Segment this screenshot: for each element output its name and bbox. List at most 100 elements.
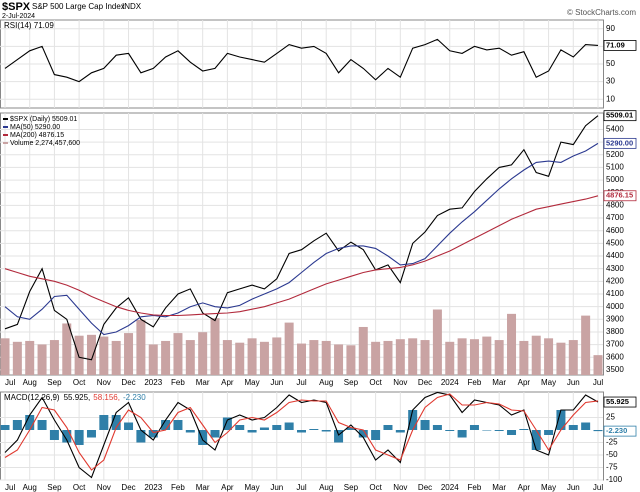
histogram-bar bbox=[321, 430, 331, 432]
histogram-bar bbox=[74, 430, 84, 445]
volume-bar bbox=[37, 344, 47, 375]
histogram-bar bbox=[494, 430, 504, 431]
histogram-bar bbox=[99, 415, 109, 430]
x-tick-label: May bbox=[541, 378, 556, 387]
histogram-bar bbox=[136, 430, 146, 443]
x-tick-label: Sep bbox=[47, 378, 62, 387]
volume-bar bbox=[198, 332, 208, 375]
x-tick-label: Mar bbox=[196, 378, 210, 387]
y-tick-label: 4500 bbox=[606, 238, 624, 247]
index-name: S&P 500 Large Cap Index bbox=[32, 2, 125, 11]
series-line bbox=[4, 115, 599, 361]
x-tick-label: Sep bbox=[344, 483, 359, 492]
volume-bar bbox=[259, 341, 269, 375]
x-tick-label: Aug bbox=[319, 483, 333, 492]
y-tick-label: 5100 bbox=[606, 163, 624, 172]
legend-entry: Volume 2,274,457,600 bbox=[10, 140, 80, 147]
y-tick-label: 10 bbox=[606, 94, 615, 103]
y-tick-label: 5400 bbox=[606, 125, 624, 134]
x-tick-label: Feb bbox=[468, 378, 482, 387]
x-tick-label: Dec bbox=[418, 378, 432, 387]
histogram-bar bbox=[297, 430, 306, 433]
histogram-bar bbox=[482, 430, 492, 431]
last-value-box bbox=[603, 40, 637, 51]
volume-bar bbox=[432, 309, 442, 375]
last-value-label: 55.925 bbox=[606, 397, 629, 406]
last-value-box bbox=[603, 110, 637, 122]
x-tick-label: Apr bbox=[518, 378, 531, 387]
histogram-bar bbox=[568, 425, 578, 430]
x-tick-label: Aug bbox=[23, 378, 37, 387]
volume-bar bbox=[544, 338, 554, 375]
x-tick-label: Jul bbox=[593, 483, 603, 492]
x-tick-label: Jul bbox=[5, 378, 15, 387]
histogram-bar bbox=[358, 430, 368, 438]
x-tick-label: Nov bbox=[393, 483, 407, 492]
histogram-bar bbox=[49, 430, 59, 440]
x-tick-label: Mar bbox=[492, 483, 506, 492]
histogram-bar bbox=[309, 429, 319, 430]
histogram-bar bbox=[247, 430, 257, 433]
x-tick-label: Jun bbox=[270, 483, 283, 492]
histogram-bar bbox=[556, 410, 566, 430]
x-tick-label: Jun bbox=[567, 483, 580, 492]
y-tick-label: -75 bbox=[606, 463, 618, 472]
volume-bar bbox=[74, 335, 84, 375]
credit: © StockCharts.com bbox=[567, 8, 636, 17]
x-tick-label: 2024 bbox=[441, 483, 459, 492]
y-tick-label: 3600 bbox=[606, 352, 624, 361]
x-tick-label: 2024 bbox=[441, 378, 459, 387]
volume-bar bbox=[297, 343, 306, 375]
volume-bar bbox=[556, 342, 566, 375]
x-tick-label: May bbox=[245, 378, 260, 387]
y-tick-label: 50 bbox=[606, 59, 615, 68]
volume-bar bbox=[86, 334, 96, 375]
histogram-bar bbox=[420, 420, 430, 430]
histogram-bar bbox=[408, 410, 418, 430]
legend-entry: 58.156, bbox=[93, 393, 120, 402]
x-tick-label: Feb bbox=[171, 483, 185, 492]
histogram-bar bbox=[210, 430, 220, 438]
volume-bar bbox=[420, 340, 430, 375]
volume-bar bbox=[371, 341, 381, 375]
y-tick-label: 90 bbox=[606, 24, 615, 33]
series-line bbox=[4, 142, 599, 336]
histogram-bar bbox=[531, 430, 541, 450]
volume-bar bbox=[531, 335, 541, 375]
x-tick-label: Jun bbox=[567, 378, 580, 387]
y-tick-label: 4100 bbox=[606, 289, 624, 298]
histogram-bar bbox=[272, 425, 282, 430]
x-tick-label: Mar bbox=[196, 483, 210, 492]
x-tick-label: Nov bbox=[97, 483, 111, 492]
x-tick-label: Oct bbox=[369, 378, 382, 387]
histogram-bar bbox=[235, 425, 245, 430]
last-value-label: 5509.01 bbox=[606, 111, 633, 120]
volume-bar bbox=[148, 344, 158, 375]
legend-entry: $SPX (Daily) 5509.01 bbox=[10, 116, 77, 123]
histogram-bar bbox=[457, 430, 467, 438]
volume-bar bbox=[568, 340, 578, 375]
histogram-bar bbox=[581, 422, 591, 430]
x-tick-label: Nov bbox=[97, 378, 111, 387]
histogram-bar bbox=[445, 430, 455, 431]
x-tick-label: Apr bbox=[518, 483, 531, 492]
x-tick-label: Oct bbox=[73, 378, 86, 387]
histogram-bar bbox=[185, 430, 195, 433]
volume-bar bbox=[309, 340, 319, 375]
y-tick-label: 3800 bbox=[606, 327, 624, 336]
y-tick-label: 4400 bbox=[606, 251, 624, 260]
panel-title: MACD(12,26,9) bbox=[4, 393, 60, 402]
volume-bar bbox=[507, 313, 517, 375]
volume-bar bbox=[124, 333, 134, 375]
y-tick-label: 4000 bbox=[606, 302, 624, 311]
x-tick-label: Dec bbox=[418, 483, 432, 492]
last-value-label: 71.09 bbox=[606, 40, 625, 49]
series-line bbox=[4, 195, 599, 317]
x-tick-label: Dec bbox=[121, 483, 135, 492]
volume-bar bbox=[210, 318, 220, 375]
x-tick-label: Nov bbox=[393, 378, 407, 387]
x-tick-label: Jul bbox=[296, 483, 306, 492]
y-tick-label: 25 bbox=[606, 413, 615, 422]
volume-bar bbox=[519, 340, 529, 375]
